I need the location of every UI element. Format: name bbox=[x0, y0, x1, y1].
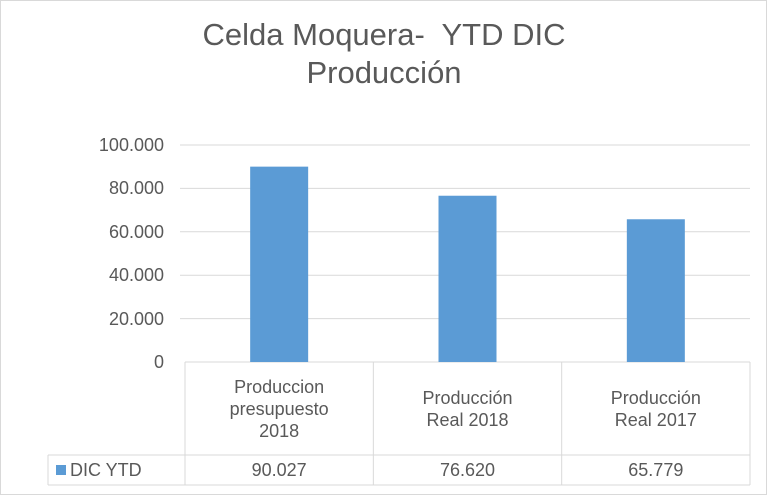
y-tick-label: 80.000 bbox=[108, 178, 164, 199]
x-tick-label: Produccion presupuesto 2018 bbox=[229, 376, 329, 441]
y-tick-label: 20.000 bbox=[108, 308, 164, 329]
bar bbox=[438, 195, 497, 362]
bar bbox=[250, 166, 309, 362]
y-tick-label: 40.000 bbox=[108, 265, 164, 286]
y-tick-label: 0 bbox=[153, 352, 164, 372]
x-tick-label: Producción Real 2018 bbox=[422, 387, 513, 430]
y-tick-label: 100.000 bbox=[98, 135, 164, 155]
x-tick-label: Producción Real 2017 bbox=[610, 387, 701, 430]
value-label: 65.779 bbox=[628, 460, 684, 480]
bar bbox=[626, 219, 685, 362]
value-label: 90.027 bbox=[251, 460, 307, 480]
value-label: 76.620 bbox=[439, 460, 496, 480]
chart-title: Celda Moquera- YTD DIC Producción bbox=[202, 17, 575, 90]
legend-label: DIC YTD bbox=[70, 460, 142, 480]
y-tick-label: 60.000 bbox=[108, 221, 164, 242]
legend-swatch bbox=[56, 465, 66, 475]
